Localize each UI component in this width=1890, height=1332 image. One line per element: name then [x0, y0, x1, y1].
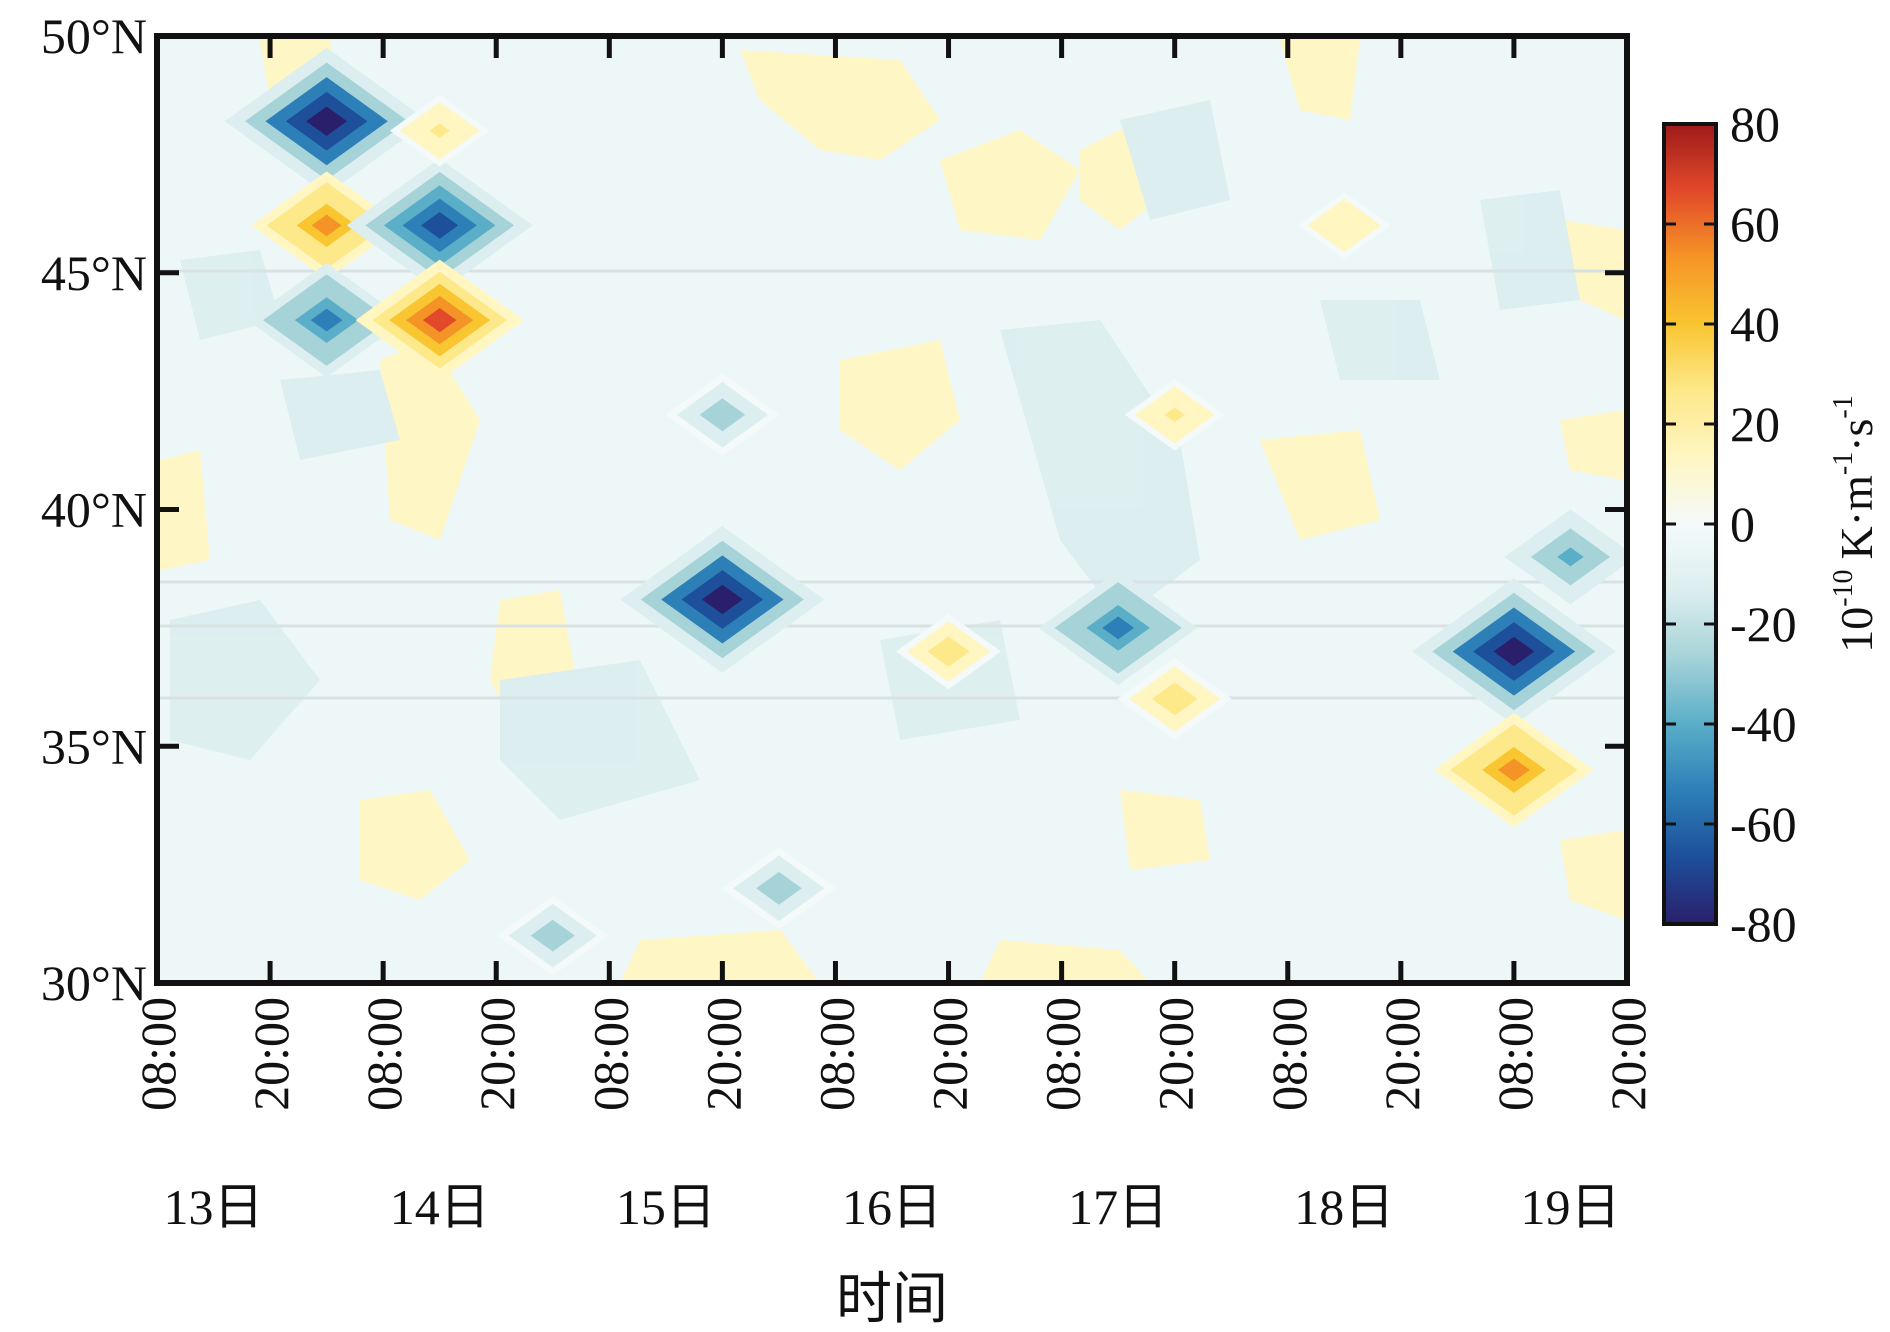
- contour-feature: [497, 895, 608, 976]
- x-tick-label: 08:00: [1035, 997, 1091, 1111]
- contour-feature: [665, 373, 780, 456]
- contour-level: [1164, 407, 1185, 422]
- x-tick-label: 20:00: [243, 997, 299, 1111]
- colorbar-tick-label: 80: [1730, 96, 1780, 152]
- contour-feature: [247, 262, 407, 378]
- contour-level: [1557, 547, 1584, 567]
- day-label: 19日: [1520, 1179, 1620, 1235]
- contour-feature: [355, 259, 524, 381]
- contour-level: [1163, 690, 1187, 708]
- day-label: 14日: [390, 1179, 490, 1235]
- contour-level: [421, 212, 459, 239]
- x-tick-label: 08:00: [356, 997, 412, 1111]
- contour-feature: [1434, 712, 1594, 828]
- x-tick-label: 20:00: [695, 997, 751, 1111]
- contour-feature: [1298, 192, 1391, 259]
- contour-feature: [1038, 570, 1198, 686]
- x-tick-label: 08:00: [582, 997, 638, 1111]
- y-tick-label: 45°N: [41, 245, 147, 301]
- colorbar-tick-label: -40: [1730, 696, 1797, 752]
- contour-level: [1102, 616, 1135, 640]
- contour-feature: [389, 94, 490, 167]
- colorbar-label-exp: -10: [1828, 569, 1859, 606]
- contour-feature: [1411, 578, 1616, 725]
- x-tick-label: 20:00: [922, 997, 978, 1111]
- day-label: 16日: [842, 1179, 942, 1235]
- contour-feature: [251, 171, 402, 280]
- contour-level: [541, 927, 564, 944]
- y-axis: 30°N 35°N 40°N 45°N 50°N: [41, 8, 1627, 1011]
- colorbar-tick-label: 40: [1730, 296, 1780, 352]
- colorbar-tick-label: -80: [1730, 896, 1797, 952]
- colorbar-tick-label: -20: [1730, 596, 1797, 652]
- contour-feature: [1117, 657, 1232, 740]
- grid-artifacts: [157, 269, 1627, 700]
- y-tick-label: 40°N: [41, 482, 147, 538]
- x-tick-label: 08:00: [130, 997, 186, 1111]
- contour-level: [1493, 636, 1535, 667]
- x-tick-label: 20:00: [1374, 997, 1430, 1111]
- colorbar-label-exp2: -1: [1828, 452, 1859, 475]
- contour-feature: [224, 47, 429, 195]
- x-tick-label: 08:00: [1487, 997, 1543, 1111]
- colorbar-label-sep: ·s: [1831, 419, 1882, 452]
- x-tick-label: 20:00: [1600, 997, 1656, 1111]
- contour-feature: [1124, 378, 1225, 451]
- contour-level: [1498, 758, 1530, 782]
- day-label: 15日: [616, 1179, 716, 1235]
- colorbar-tick-label: 60: [1730, 196, 1780, 252]
- colorbar-tick-label: 0: [1730, 496, 1755, 552]
- day-label: 18日: [1294, 1179, 1394, 1235]
- y-tick-label: 50°N: [41, 8, 147, 64]
- contour-level: [422, 308, 457, 333]
- x-tick-label: 08:00: [808, 997, 864, 1111]
- x-tick-label: 20:00: [1148, 997, 1204, 1111]
- colorbar-ticks: 80 60 40 20 0 -20 -40 -60 -80: [1664, 96, 1797, 952]
- contour-level: [1335, 218, 1354, 233]
- x-tick-label: 20:00: [469, 997, 525, 1111]
- contour-feature: [1504, 509, 1627, 605]
- colorbar-label: 10-10K·m-1·s-1: [1828, 395, 1882, 653]
- contour-features: [224, 47, 1627, 976]
- colorbar-label-units: K·m: [1831, 475, 1882, 560]
- contour-level: [701, 584, 743, 615]
- colorbar-label-exp3: -1: [1828, 395, 1859, 418]
- contour-feature: [896, 613, 1002, 690]
- contour-level: [767, 880, 791, 897]
- contour-level: [310, 308, 343, 332]
- y-tick-label: 30°N: [41, 955, 147, 1011]
- colorbar-tick-label: -60: [1730, 796, 1797, 852]
- colorbar-label-base: 10: [1831, 607, 1882, 653]
- contour-level: [710, 406, 734, 424]
- y-tick-label: 35°N: [41, 718, 147, 774]
- contour-feature: [721, 847, 836, 930]
- contour-level: [429, 123, 450, 138]
- x-axis: 08:00 20:00 08:00 20:00 08:00 20:00 08:00 20:00…: [130, 36, 1656, 1111]
- contour-level: [306, 106, 348, 136]
- contour-level: [311, 214, 342, 237]
- colorbar-tick-label: 20: [1730, 396, 1780, 452]
- day-label: 13日: [164, 1179, 264, 1235]
- x-tick-label: 08:00: [1261, 997, 1317, 1111]
- contour-feature: [620, 526, 825, 673]
- day-label: 17日: [1068, 1179, 1168, 1235]
- contour-level: [938, 643, 960, 660]
- contour-feature: [346, 158, 533, 293]
- field-texture: [160, 40, 1625, 983]
- day-labels: 13日 14日 15日 16日 17日 18日 19日: [164, 1179, 1621, 1235]
- x-axis-title: 时间: [836, 1269, 948, 1331]
